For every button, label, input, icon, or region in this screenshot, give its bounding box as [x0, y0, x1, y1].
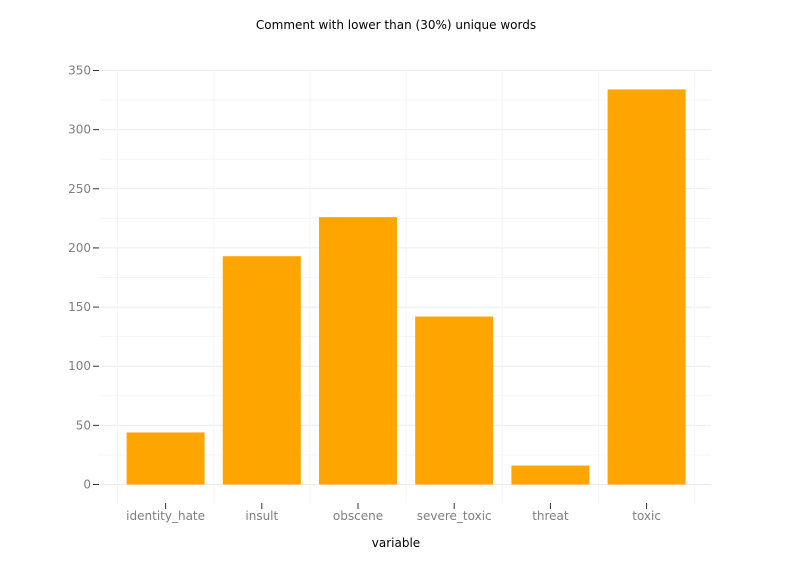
bars: [126, 89, 686, 485]
x-axis-label: variable: [372, 536, 420, 550]
bar-obscene: [319, 217, 397, 485]
bar-threat: [511, 465, 590, 485]
bar-identity-hate: [126, 432, 205, 485]
x-tick-label: obscene: [333, 509, 383, 523]
x-tick-label: identity_hate: [126, 509, 205, 523]
bar-toxic: [607, 89, 686, 485]
x-tick-label: insult: [245, 509, 278, 523]
y-tick-label: 300: [68, 123, 91, 137]
y-tick-label: 250: [68, 182, 91, 196]
y-tick-label: 150: [68, 300, 91, 314]
chart-title: Comment with lower than (30%) unique wor…: [256, 18, 536, 32]
x-axis: identity_hate insult obscene severe_toxic th…: [126, 503, 661, 523]
x-tick-label: threat: [532, 509, 569, 523]
y-tick-label: 200: [68, 241, 91, 255]
x-tick-label: toxic: [632, 509, 661, 523]
y-tick-label: 350: [68, 64, 91, 78]
y-tick-label: 100: [68, 359, 91, 373]
y-tick-label: 0: [83, 478, 91, 492]
y-axis: 0 50 100 150 200 250 300 350: [68, 64, 99, 492]
bar-insult: [222, 256, 301, 485]
x-tick-label: severe_toxic: [417, 509, 492, 523]
bar-severe-toxic: [415, 316, 494, 485]
y-tick-label: 50: [76, 418, 91, 432]
